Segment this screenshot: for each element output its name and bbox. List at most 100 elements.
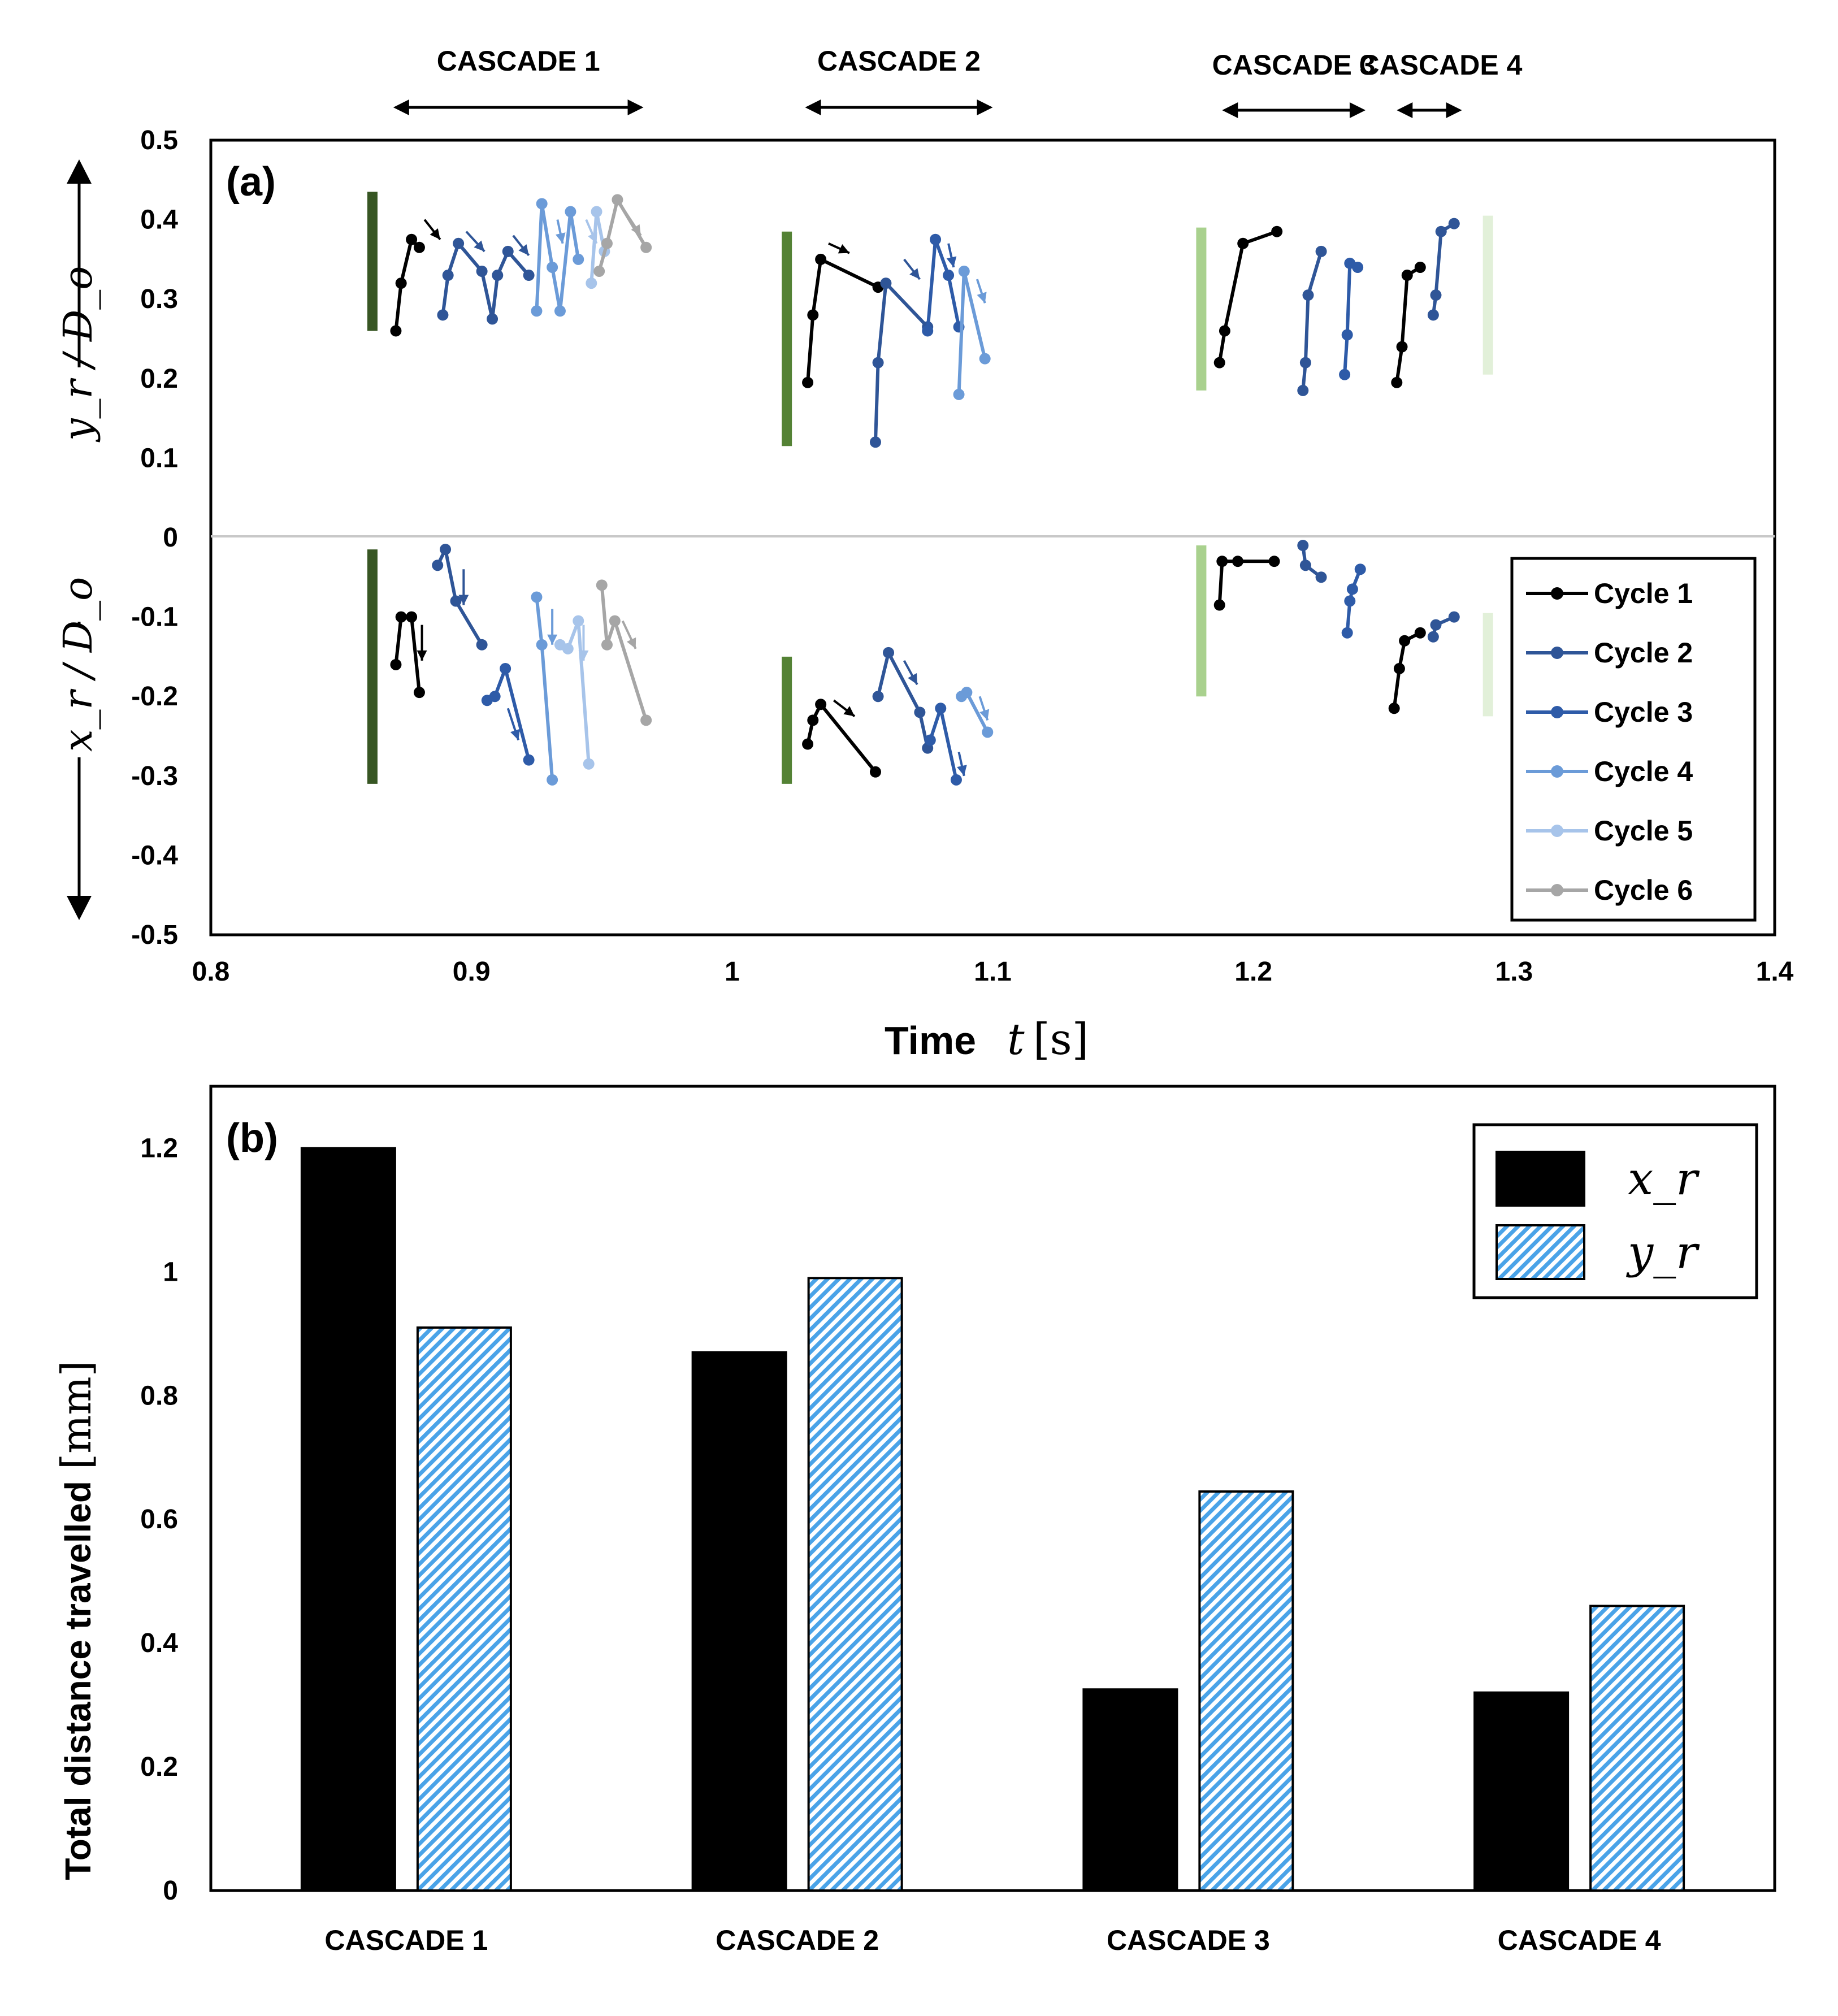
y-tick-label: 0 — [163, 523, 178, 553]
panel-b: (b) 0 0.2 0.4 0.6 0.8 1 1.2 CASCADE 1 CASCADE 2… — [53, 1085, 1776, 1956]
cascade-markers — [367, 192, 1493, 784]
bar-yr-3 — [1198, 1490, 1294, 1892]
cycle-1-point — [1393, 662, 1405, 674]
cascade-arrow-left — [393, 99, 409, 115]
cycle-4-point — [536, 198, 548, 210]
cycle-1-point — [1268, 556, 1280, 567]
panel-a: (a) 0.5 0.4 0.3 0.2 0.1 0 -0.1 -0.2 -0.3 -0.4 -0.5… — [55, 45, 1794, 1064]
legend-label: Cycle 3 — [1594, 696, 1693, 728]
panel-a-x-ticks: 0.8 0.9 1 1.1 1.2 1.3 1.4 — [192, 957, 1794, 987]
cycle-3-point — [1341, 627, 1353, 639]
cycle-2-line — [441, 241, 530, 321]
cycle-2-point — [1299, 357, 1311, 368]
cycle-1-point — [1414, 627, 1426, 639]
cycle-4-point — [536, 639, 548, 651]
bar-xr-4 — [1473, 1691, 1570, 1892]
cycle-2-point — [523, 270, 535, 281]
cycle-1-point — [807, 309, 819, 321]
cycle-6-line — [597, 198, 648, 272]
direction-arrow-head — [909, 268, 920, 280]
cycle-1-point — [390, 658, 402, 670]
cycle-1-point — [807, 714, 819, 726]
legend-marker — [1551, 884, 1563, 896]
y-tick-label: 1 — [163, 1257, 178, 1287]
cycle-1-point — [395, 278, 407, 289]
cycle-1-line — [806, 703, 877, 773]
cycle-4-line — [535, 202, 580, 313]
legend-marker — [1551, 647, 1563, 659]
cycle-2-point — [440, 544, 452, 556]
panel-a-y-ticks: 0.5 0.4 0.3 0.2 0.1 0 -0.1 -0.2 -0.3 -0.4 -0.5 — [131, 125, 178, 950]
cycle-1-point — [815, 699, 827, 710]
cycle-3-point — [1346, 583, 1358, 595]
cycle-2-point — [883, 647, 895, 658]
y-tick-label: -0.1 — [131, 602, 178, 632]
cycle-6-point — [612, 194, 623, 206]
cycle-3-point — [950, 774, 962, 786]
legend-marker — [1551, 587, 1563, 600]
cycle-1-point — [1388, 703, 1400, 714]
legend-marker — [1551, 706, 1563, 718]
cycle-3-point — [1344, 595, 1356, 607]
cycle-2-line — [876, 651, 930, 749]
cycle-1-point — [413, 241, 425, 253]
cycle-1-point — [1219, 325, 1230, 337]
panel-b-y-label: Total distance travelled [mm] — [53, 1360, 100, 1880]
bar-yr-2 — [807, 1277, 903, 1892]
legend-label: y_r — [1626, 1226, 1700, 1278]
cycle-3-point — [1352, 261, 1364, 273]
direction-arrow-head — [946, 256, 957, 267]
panel-b-legend: x_r y_r — [1472, 1123, 1758, 1299]
panel-b-bars — [300, 1147, 1685, 1892]
cycle-3-point — [935, 703, 947, 714]
cycle-1-point — [802, 738, 814, 750]
direction-arrow-head — [838, 244, 849, 254]
x-tick-label: 1.1 — [974, 957, 1012, 987]
x-tick-label: 0.9 — [453, 957, 491, 987]
cycle-4-point — [565, 206, 576, 218]
direction-arrow-head — [474, 240, 485, 252]
cycle-1-line — [1217, 229, 1278, 363]
cascade-arrow-left — [1397, 102, 1413, 118]
cycle-2-point — [1448, 611, 1460, 623]
cycle-5-point — [562, 643, 574, 654]
cycle-2-point — [880, 278, 892, 289]
cycle-1-point — [1213, 599, 1225, 611]
cycle-1-point — [869, 766, 881, 778]
direction-arrows — [417, 211, 990, 777]
bar-xr-3 — [1082, 1688, 1178, 1892]
legend-label: Cycle 2 — [1594, 637, 1693, 669]
legend-swatch — [1495, 1224, 1585, 1280]
y-axis-label-text: Total distance travelled — [58, 1481, 98, 1880]
cycle-2-point — [476, 639, 488, 651]
cycle-4-point — [953, 388, 965, 400]
cycle-3-point — [500, 662, 511, 674]
cycle-1-line — [1392, 631, 1421, 709]
cascade-arrow-left — [1222, 102, 1238, 118]
cascade-label: CASCADE 4 — [1359, 49, 1522, 81]
direction-arrow-head — [518, 244, 529, 255]
cycle-2-point — [1299, 560, 1311, 571]
cycle-2-point — [442, 270, 454, 281]
cycle-4-point — [547, 261, 558, 273]
cycle-1-point — [406, 233, 418, 245]
cycle-5-point — [573, 615, 584, 627]
cycle-2-point — [914, 706, 926, 718]
panel-b-y-ticks: 0 0.2 0.4 0.6 0.8 1 1.2 — [140, 1133, 178, 1906]
cycle-4-point — [958, 265, 970, 277]
cycle-4-point — [982, 726, 994, 738]
cycle-6-point — [640, 241, 652, 253]
legend-label: Cycle 4 — [1594, 756, 1693, 787]
cycle-2-point — [1297, 540, 1309, 552]
x-tick-label: 1.2 — [1234, 957, 1272, 987]
cycle-2-line — [873, 281, 929, 443]
cycle-3-point — [922, 325, 934, 337]
legend-marker — [1551, 765, 1563, 778]
y-axis-label-lower: x_r / D_o — [55, 577, 101, 752]
cycle-2-point — [502, 245, 514, 257]
y-tick-label: -0.3 — [131, 761, 178, 791]
panel-b-frame — [209, 1085, 1776, 1892]
panel-b-label: (b) — [226, 1116, 278, 1161]
y-tick-label: 0.5 — [140, 125, 178, 155]
